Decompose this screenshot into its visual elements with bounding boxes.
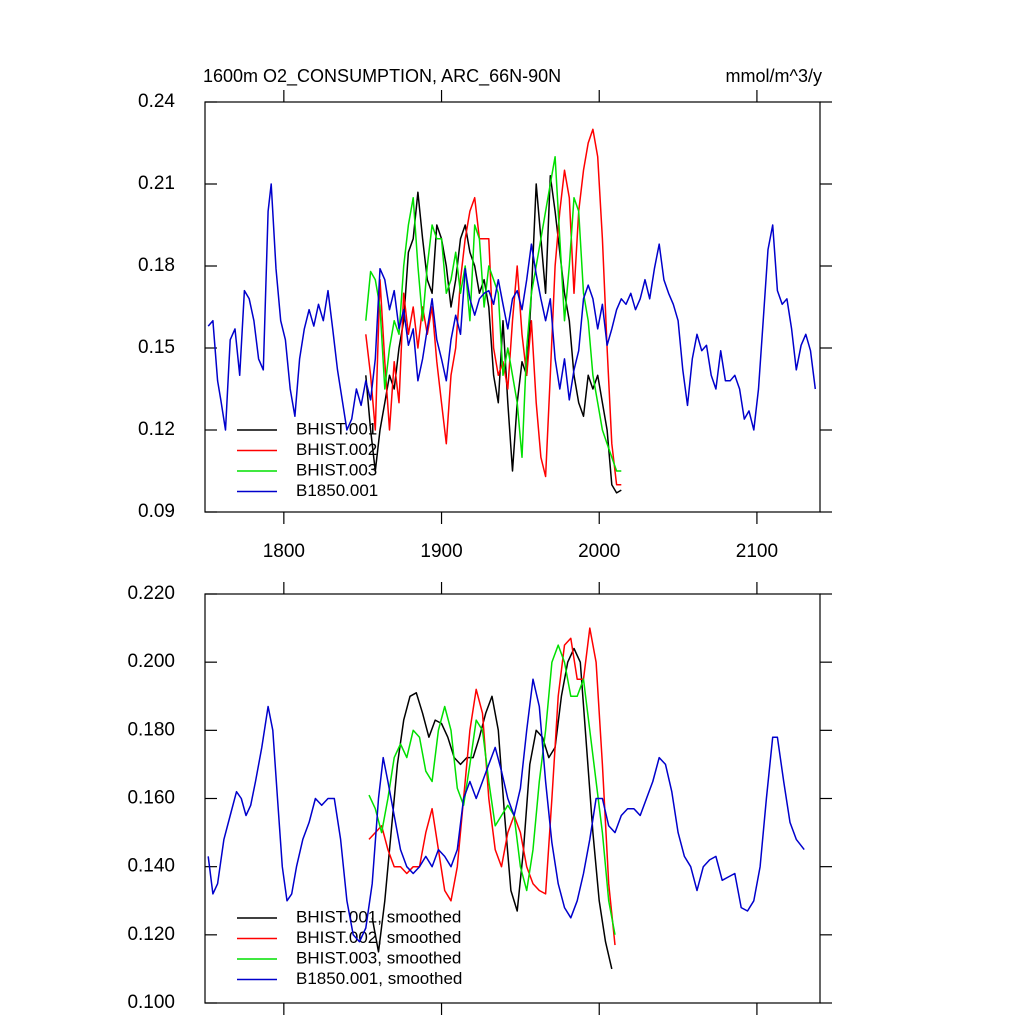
y-tick-label: 0.120 (127, 924, 175, 945)
y-tick-label: 0.140 (127, 856, 175, 877)
legend-label: B1850.001, smoothed (296, 969, 462, 988)
legend-label: BHIST.001, smoothed (296, 907, 461, 926)
y-tick-label: 0.21 (138, 173, 175, 194)
y-tick-label: 0.18 (138, 255, 175, 276)
y-tick-label: 0.12 (138, 419, 175, 440)
y-tick-label: 0.15 (138, 337, 175, 358)
legend-label: BHIST.003, smoothed (296, 948, 461, 967)
chart-title: 1600m O2_CONSUMPTION, ARC_66N-90N (203, 66, 561, 87)
series-line (371, 647, 613, 970)
legend-label: BHIST.002 (296, 440, 377, 459)
x-tick-label: 2100 (736, 541, 778, 562)
y-tick-label: 0.160 (127, 788, 175, 809)
legend-label: BHIST.003 (296, 460, 377, 479)
legend-label: B1850.001 (296, 481, 378, 500)
legend-label: BHIST.002, smoothed (296, 928, 461, 947)
plot-frame (204, 101, 821, 513)
units-label: mmol/m^3/y (726, 66, 822, 86)
y-tick-label: 0.09 (138, 501, 175, 522)
y-tick-label: 0.200 (127, 651, 175, 672)
legend-label: BHIST.001 (296, 419, 377, 438)
x-tick-label: 1900 (420, 541, 462, 562)
series-line (207, 678, 805, 943)
series-line (207, 183, 817, 431)
x-tick-label: 2000 (578, 541, 620, 562)
x-tick-label: 1800 (263, 541, 305, 562)
series-line (365, 155, 622, 472)
y-tick-label: 0.100 (127, 992, 175, 1013)
y-tick-label: 0.180 (127, 719, 175, 740)
y-tick-label: 0.220 (127, 583, 175, 604)
series-line (365, 175, 622, 494)
series-line (368, 644, 616, 935)
y-tick-label: 0.24 (138, 91, 175, 112)
